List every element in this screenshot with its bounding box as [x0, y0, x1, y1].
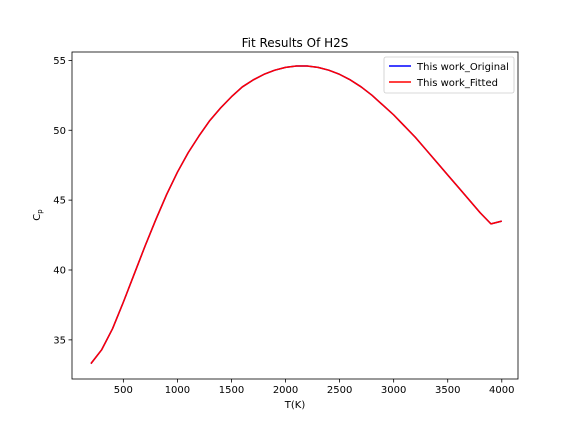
x-axis-label: T(K) — [284, 400, 306, 411]
series-line-fitted — [90, 65, 502, 365]
y-tick-label: 35 — [53, 335, 66, 346]
legend-box — [383, 56, 515, 94]
y-axis-label-subscript: p — [36, 209, 44, 214]
x-tick-label: 3500 — [435, 385, 460, 396]
chart-title: Fit Results Of H2S — [242, 36, 349, 50]
y-tick-label: 45 — [53, 196, 66, 207]
x-tick-label: 2000 — [273, 385, 298, 396]
y-tick-label: 55 — [53, 56, 66, 67]
y-axis-label-main: C — [32, 214, 43, 221]
legend: This work_Original This work_Fitted — [383, 56, 515, 94]
legend-label-original: This work_Original — [416, 62, 509, 73]
y-tick-label: 50 — [53, 126, 66, 137]
x-tick-label: 1000 — [165, 385, 190, 396]
y-axis-label: Cp — [32, 209, 44, 221]
x-tick-label: 3000 — [381, 385, 406, 396]
svg-text:Cp: Cp — [32, 209, 44, 221]
legend-label-fitted: This work_Fitted — [416, 78, 498, 89]
x-tick-label: 2500 — [327, 385, 352, 396]
y-axis: 35 40 45 50 55 — [53, 56, 72, 346]
x-tick-label: 1500 — [219, 385, 244, 396]
plot-lines — [90, 65, 502, 365]
y-tick-label: 40 — [53, 266, 66, 277]
plot-frame — [71, 51, 519, 380]
x-tick-label: 4000 — [489, 385, 514, 396]
x-tick-label: 500 — [114, 385, 133, 396]
x-axis: 500 1000 1500 2000 2500 3000 3500 4000 — [114, 379, 515, 396]
